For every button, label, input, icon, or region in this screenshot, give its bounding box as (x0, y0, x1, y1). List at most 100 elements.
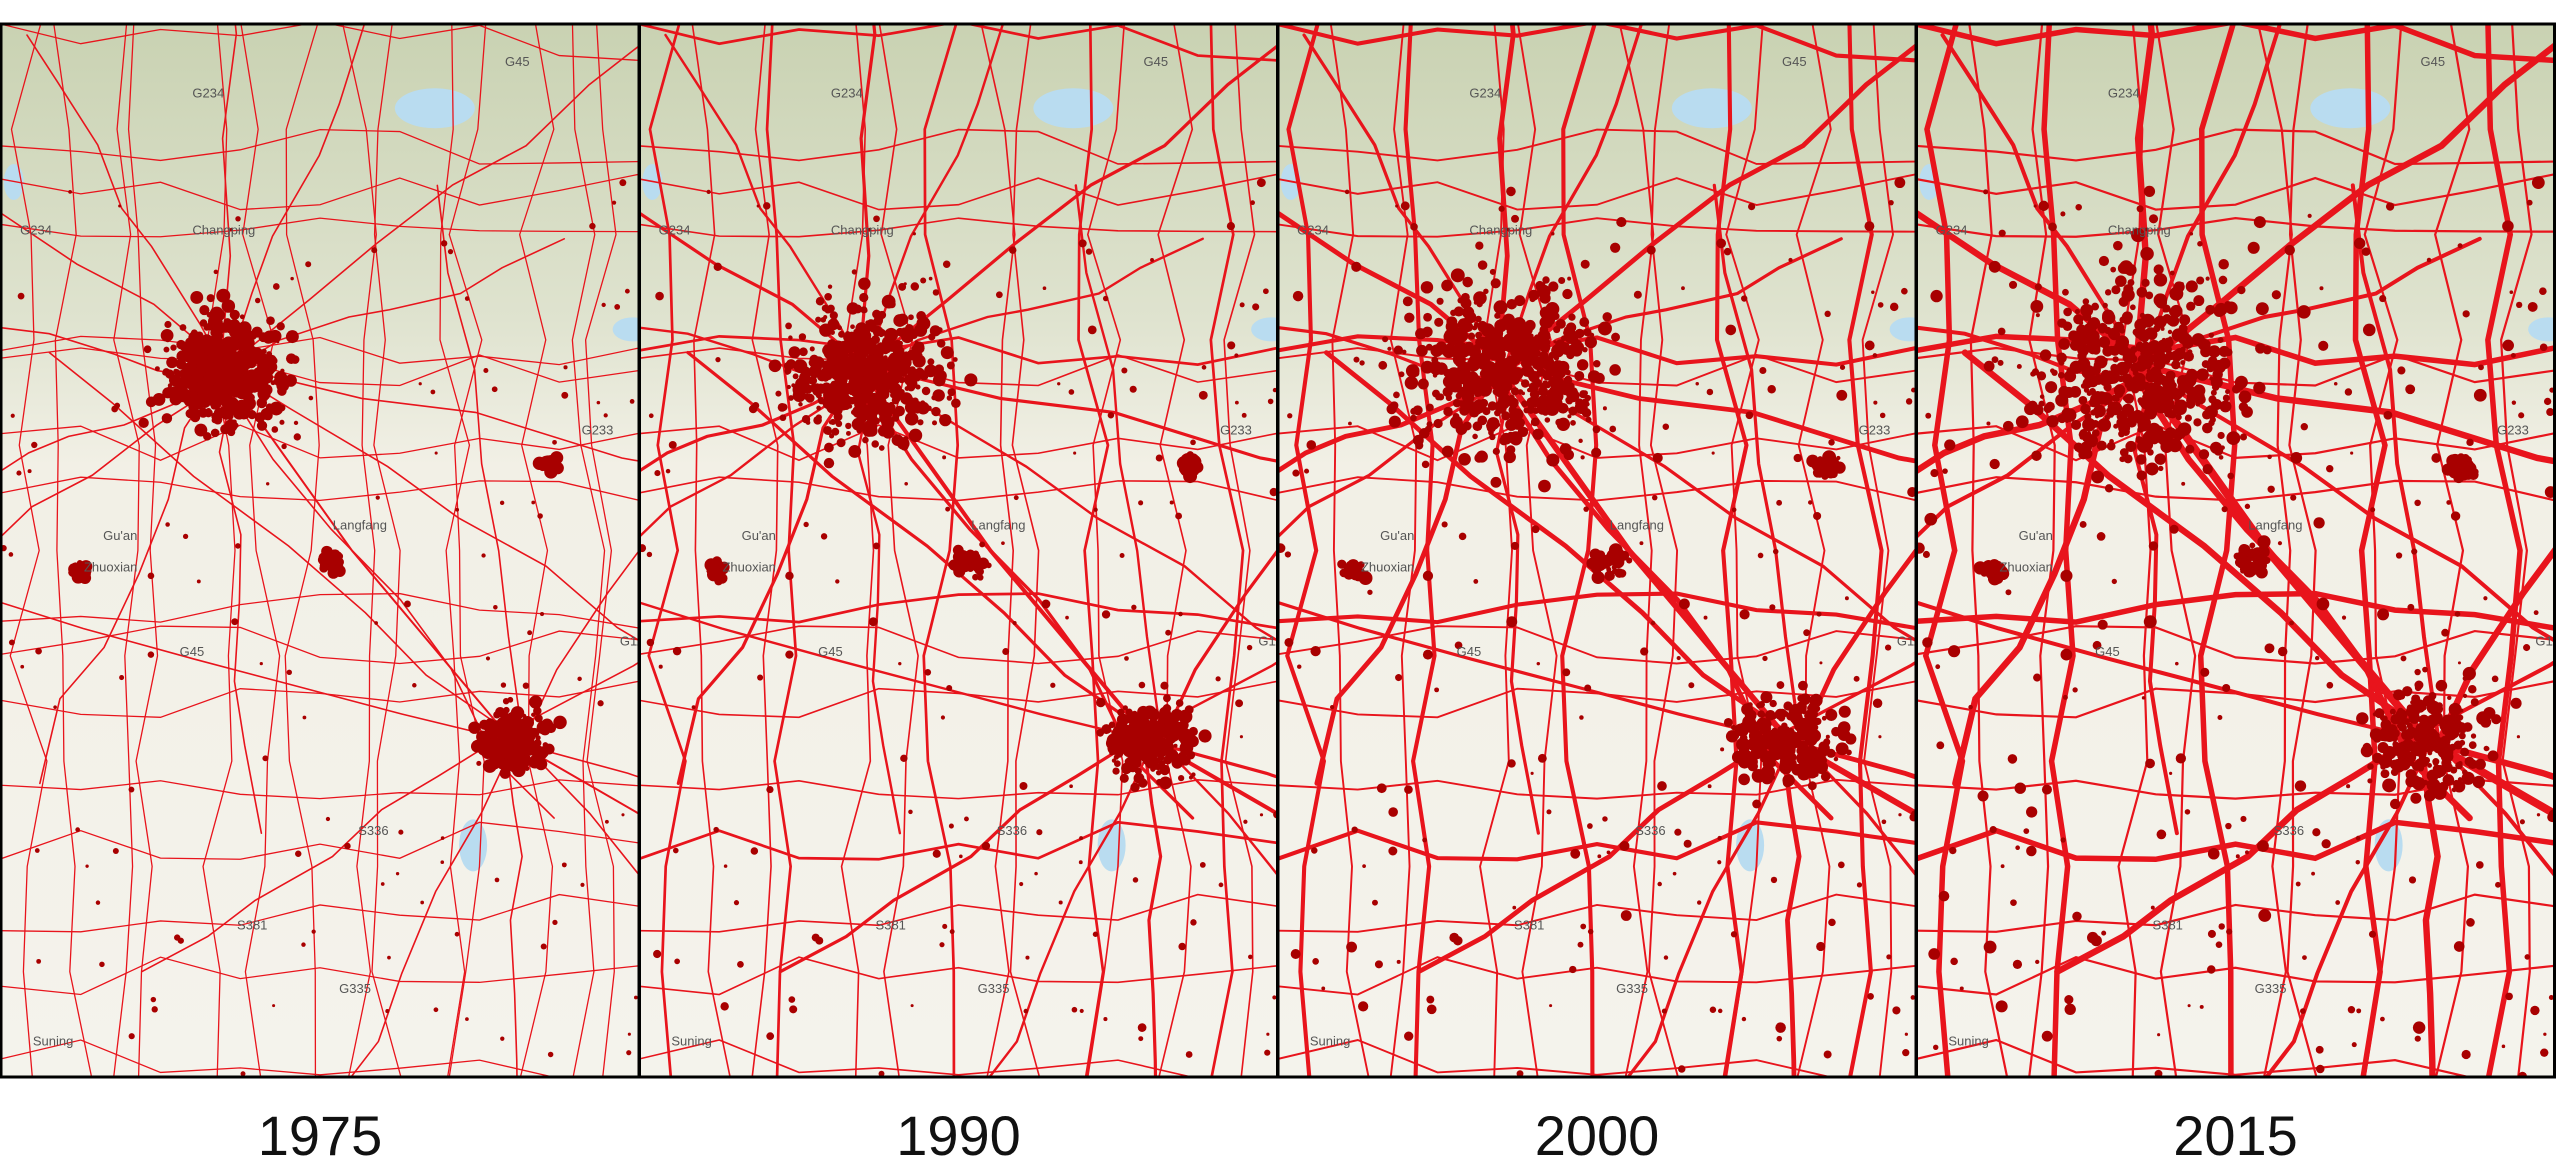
urban-area (883, 355, 888, 360)
town (2397, 366, 2406, 375)
town (1652, 452, 1663, 463)
urban-area (2102, 345, 2114, 357)
urban-area (2465, 773, 2470, 778)
town (646, 551, 653, 558)
urban-area (1184, 705, 1194, 715)
town (325, 816, 331, 822)
town (1396, 959, 1401, 964)
urban-area (2078, 395, 2088, 405)
road (778, 733, 1144, 974)
town (272, 1004, 276, 1008)
urban-area (1492, 331, 1503, 342)
urban-area (1433, 418, 1443, 429)
town (2141, 696, 2146, 700)
urban-area (785, 322, 792, 330)
town (2315, 1064, 2325, 1074)
urban-area (2110, 266, 2117, 273)
road (2352, 24, 2388, 1077)
urban-area (860, 384, 868, 392)
town (2033, 204, 2037, 208)
town (757, 674, 764, 681)
urban-area (1817, 456, 1823, 462)
road (1916, 590, 2555, 631)
town (1997, 359, 2004, 366)
town (2526, 199, 2533, 206)
town (1580, 455, 1585, 460)
town (1165, 629, 1172, 636)
urban-area (2426, 714, 2439, 728)
urban-area (2180, 346, 2186, 353)
town (2483, 596, 2488, 601)
town (499, 500, 505, 506)
town (371, 247, 378, 254)
road (1517, 24, 1558, 1077)
urban-area (1582, 347, 1588, 353)
urban-area (1802, 697, 1809, 704)
urban-area (2112, 356, 2119, 363)
town (2064, 1003, 2076, 1016)
town (1910, 995, 1916, 1000)
town (2347, 1006, 2356, 1014)
urban-area (1748, 729, 1763, 743)
town (648, 413, 654, 419)
urban-area (2032, 404, 2044, 416)
town (655, 291, 664, 301)
road (1498, 368, 1916, 817)
urban-area (834, 373, 848, 387)
town (1506, 186, 1516, 197)
urban-area (844, 330, 851, 337)
town (1404, 785, 1413, 794)
urban-area (2091, 365, 2102, 375)
urban-area (801, 415, 811, 424)
urban-area (277, 386, 287, 396)
road (2500, 24, 2533, 1077)
urban-area (894, 405, 905, 417)
urban-area (1562, 288, 1573, 300)
road (1142, 741, 1163, 1077)
urban-area (878, 445, 885, 451)
urban-area (203, 385, 218, 399)
town (1938, 890, 1950, 902)
town (10, 413, 15, 418)
town (2543, 1032, 2547, 1036)
urban-area (2094, 391, 2109, 405)
urban-area (482, 759, 497, 773)
town (395, 872, 400, 876)
urban-area (1591, 570, 1605, 584)
urban-area (2255, 343, 2266, 354)
urban-area (2125, 410, 2130, 415)
urban-area (1604, 570, 1615, 581)
urban-area (2460, 747, 2470, 757)
town (2307, 213, 2312, 218)
urban-area (2200, 346, 2212, 358)
road (504, 742, 523, 1077)
town (1867, 993, 1874, 1000)
urban-area (1770, 712, 1776, 718)
town (633, 995, 638, 1000)
urban-area (2015, 415, 2029, 429)
town (552, 919, 558, 926)
urban-area (2144, 362, 2152, 370)
urban-area (1434, 317, 1444, 327)
urban-area (1501, 379, 1512, 391)
urban-area (1585, 416, 1592, 423)
town (527, 630, 533, 636)
town (1548, 281, 1559, 292)
town (2523, 644, 2531, 652)
town (1395, 204, 1399, 208)
urban-area (808, 377, 815, 383)
urban-area (199, 304, 210, 316)
urban-area (279, 380, 286, 387)
town (2217, 715, 2223, 720)
town (1922, 637, 1933, 648)
urban-area (254, 412, 266, 423)
urban-area (528, 760, 533, 765)
town (1178, 942, 1187, 951)
urban-area (853, 327, 867, 341)
urban-area (1404, 376, 1419, 390)
town (1707, 784, 1712, 789)
urban-area (2240, 390, 2247, 397)
town (2185, 280, 2198, 293)
urban-area (2141, 278, 2150, 287)
